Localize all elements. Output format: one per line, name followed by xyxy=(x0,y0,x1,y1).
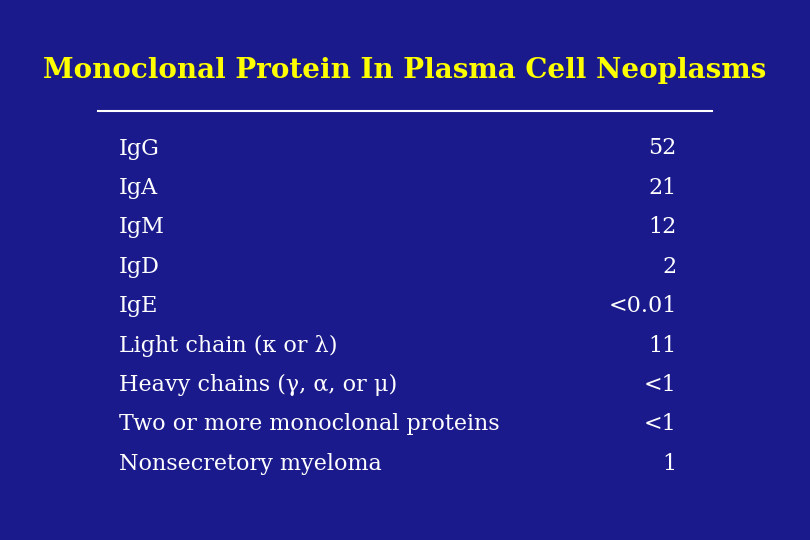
Text: Monoclonal Protein In Plasma Cell Neoplasms: Monoclonal Protein In Plasma Cell Neopla… xyxy=(44,57,766,84)
Text: 52: 52 xyxy=(648,138,676,159)
Text: 11: 11 xyxy=(648,335,676,356)
Text: IgG: IgG xyxy=(119,138,160,159)
Text: <1: <1 xyxy=(644,414,676,435)
Text: 21: 21 xyxy=(648,177,676,199)
Text: 1: 1 xyxy=(663,453,676,475)
Text: <1: <1 xyxy=(644,374,676,396)
Text: Heavy chains (γ, α, or μ): Heavy chains (γ, α, or μ) xyxy=(119,374,398,396)
Text: IgA: IgA xyxy=(119,177,158,199)
Text: Two or more monoclonal proteins: Two or more monoclonal proteins xyxy=(119,414,500,435)
Text: Light chain (κ or λ): Light chain (κ or λ) xyxy=(119,335,338,356)
Text: <0.01: <0.01 xyxy=(608,295,676,317)
Text: 12: 12 xyxy=(648,217,676,238)
Text: IgD: IgD xyxy=(119,256,160,278)
Text: IgM: IgM xyxy=(119,217,165,238)
Text: Nonsecretory myeloma: Nonsecretory myeloma xyxy=(119,453,382,475)
Text: IgE: IgE xyxy=(119,295,159,317)
Text: 2: 2 xyxy=(663,256,676,278)
